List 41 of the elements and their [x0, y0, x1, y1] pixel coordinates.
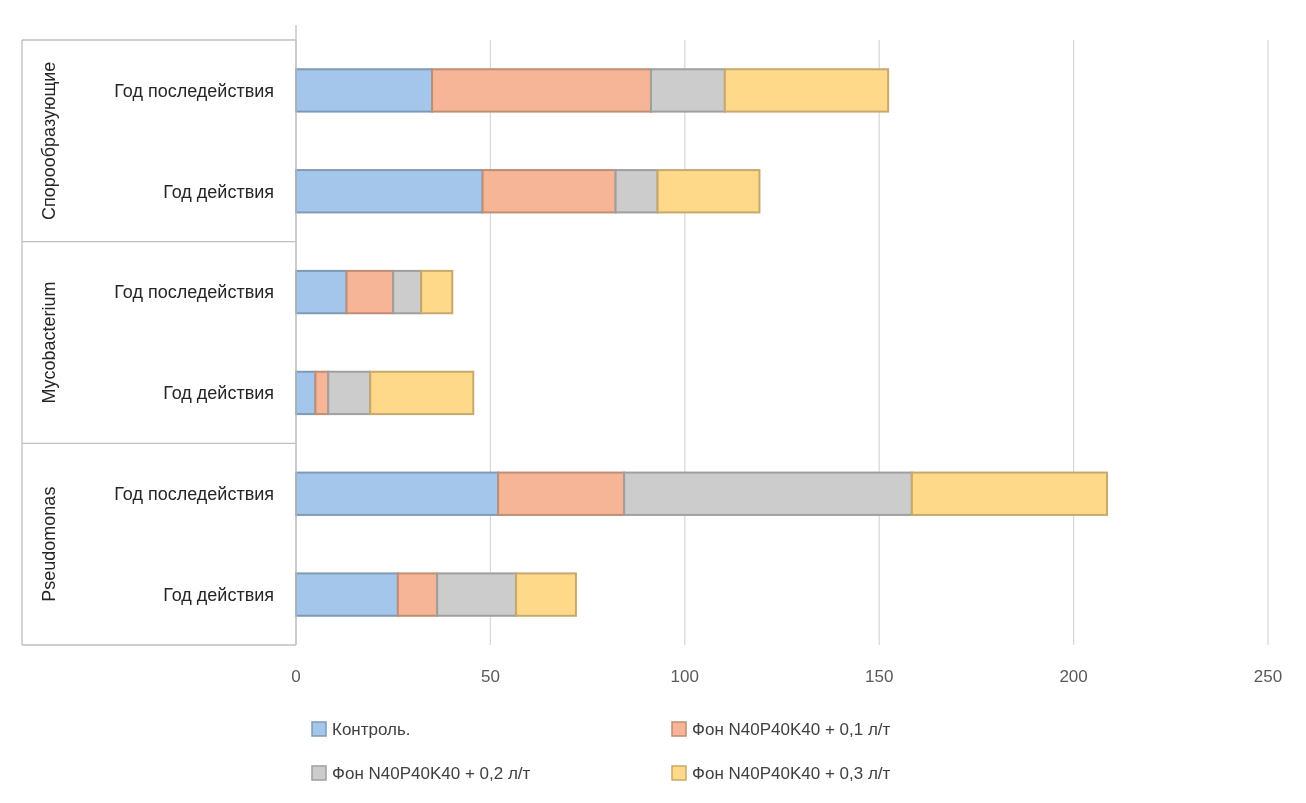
- bar: [649, 68, 726, 113]
- y-tick-label: Год действия: [163, 383, 274, 404]
- text: Спорообразующие: [39, 61, 60, 221]
- bar: [436, 572, 518, 617]
- bar: [327, 370, 372, 416]
- legend-label: Фон N40P40K40 + 0,3 л/т: [692, 763, 891, 783]
- bar: [345, 269, 395, 315]
- x-tick-label: 100: [670, 667, 699, 686]
- x-tick-label: 200: [1059, 667, 1088, 686]
- bar: [623, 471, 913, 516]
- bar: [420, 269, 454, 315]
- bar: [396, 572, 439, 617]
- x-tick-label: 250: [1253, 667, 1283, 686]
- bar: [295, 68, 434, 113]
- y-tick-label: Год действия: [163, 181, 274, 202]
- text: Mycobacterium: [39, 281, 60, 404]
- bar: [497, 471, 626, 516]
- bar: [295, 471, 500, 516]
- y-tick-label: Год последействия: [114, 80, 274, 101]
- bar: [614, 169, 659, 214]
- legend-label: Фон N40P40K40 + 0,2 л/т: [332, 763, 531, 783]
- bar: [481, 169, 617, 214]
- text: Pseudomonas: [39, 486, 60, 602]
- bar: [295, 269, 348, 315]
- legend-label: Фон N40P40K40 + 0,1 л/т: [692, 719, 891, 739]
- bar: [910, 471, 1109, 516]
- bar: [431, 68, 652, 113]
- legend-label: Контроль.: [332, 719, 411, 739]
- x-tick-label: 0: [291, 667, 301, 686]
- x-tick-label: 50: [480, 667, 500, 686]
- bar: [369, 370, 475, 416]
- bar: [295, 169, 484, 214]
- y-tick-label: Год последействия: [114, 484, 274, 505]
- bar: [295, 572, 399, 617]
- bar: [723, 68, 890, 113]
- bar: [515, 572, 577, 617]
- bar: [656, 169, 761, 214]
- x-tick-label: 150: [865, 667, 894, 686]
- y-tick-label: Год последействия: [114, 282, 274, 303]
- bar: [392, 269, 423, 315]
- y-tick-label: Год действия: [163, 584, 274, 605]
